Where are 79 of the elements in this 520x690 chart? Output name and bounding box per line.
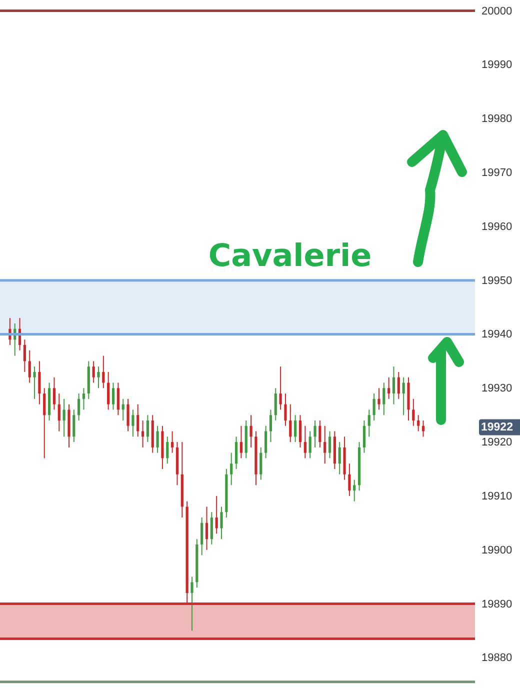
y-tick-label: 19980 <box>482 113 512 126</box>
candlestick <box>348 463 351 496</box>
candlestick <box>388 376 390 400</box>
y-tick-label: 19960 <box>482 220 512 233</box>
candlestick <box>156 425 159 454</box>
candlestick <box>112 382 115 410</box>
candlestick <box>294 414 297 443</box>
candlestick <box>269 409 272 443</box>
y-tick-label: 19930 <box>482 382 512 395</box>
candlestick <box>234 436 238 470</box>
candlestick <box>289 404 292 443</box>
candlestick <box>78 393 80 421</box>
candlestick <box>107 371 110 410</box>
candlestick <box>284 393 287 426</box>
candlestick <box>190 576 194 632</box>
candlestick <box>392 366 396 405</box>
candlestick <box>353 479 356 502</box>
candlestick <box>23 339 26 372</box>
candlestick <box>132 409 134 438</box>
candlestick <box>264 425 268 459</box>
candlestick <box>308 430 312 459</box>
candlestick <box>378 388 380 410</box>
candlestick <box>324 425 326 464</box>
candlestick <box>38 360 41 405</box>
candlestick <box>250 414 252 448</box>
candlestick <box>412 398 415 426</box>
candlestick <box>417 414 420 432</box>
candlestick <box>171 430 174 454</box>
candlestick <box>368 409 370 438</box>
candlestick <box>166 436 169 464</box>
candlestick <box>304 425 306 459</box>
candlestick <box>397 371 400 400</box>
y-tick-label: 19970 <box>482 167 512 179</box>
candlestick <box>28 350 31 384</box>
candlestick <box>62 398 66 438</box>
candlestick <box>422 420 425 438</box>
candlestick <box>92 360 95 384</box>
candlestick <box>362 420 366 454</box>
candlestick <box>240 425 242 459</box>
candlestick <box>274 388 277 421</box>
y-tick-label: 19880 <box>482 652 512 664</box>
y-tick-label: 19940 <box>482 328 512 341</box>
candlestick <box>33 366 36 400</box>
y-tick-label: 19920 <box>482 436 512 449</box>
candlestick <box>200 517 204 556</box>
candlestick <box>402 376 405 416</box>
candlestick <box>43 388 46 459</box>
candlestick <box>102 355 105 389</box>
candlestick <box>210 512 213 545</box>
y-tick-label: 19950 <box>482 274 512 287</box>
y-tick-label: 19910 <box>482 490 512 502</box>
candlestick <box>58 393 60 432</box>
candlestick <box>314 420 316 448</box>
candlestick <box>215 495 218 534</box>
candlestick <box>136 404 140 438</box>
candlestick <box>97 366 100 389</box>
candlestick <box>338 442 341 475</box>
candlestick <box>52 376 56 410</box>
candlestick <box>260 446 262 480</box>
candlestick <box>220 506 223 540</box>
candlestick <box>72 409 76 443</box>
candlestick <box>230 452 233 486</box>
candlestick <box>279 366 282 410</box>
candlestick <box>372 393 376 421</box>
candlestick <box>382 382 386 416</box>
candlestick <box>116 382 120 416</box>
candlestick <box>205 506 208 550</box>
candlestick <box>146 414 149 443</box>
candlestick <box>318 420 322 448</box>
y-tick-label: 19900 <box>482 544 512 556</box>
y-tick-label: 19890 <box>482 598 512 610</box>
candlestick <box>298 414 302 448</box>
annotation: Cavalerie <box>208 238 372 274</box>
candlestick <box>328 430 332 459</box>
text: 19922 <box>481 421 513 434</box>
candlestick <box>126 398 130 432</box>
y-tick-label: 19990 <box>482 59 512 72</box>
candlestick <box>82 388 86 410</box>
y-tick-label: 20000 <box>482 5 512 18</box>
